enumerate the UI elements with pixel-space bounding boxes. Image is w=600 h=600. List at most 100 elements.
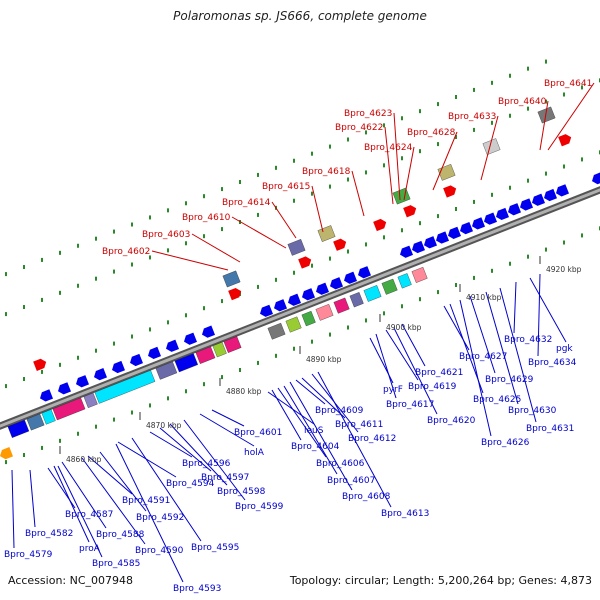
lower-gene-label: Bpro_4617	[386, 400, 434, 410]
gene-block	[83, 392, 98, 408]
gene-arrow	[316, 282, 329, 295]
gene-block	[195, 346, 216, 364]
lower-gene-label: Bpro_4596	[182, 459, 231, 469]
gene-arrow	[424, 236, 437, 249]
lower-gene-label: Bpro_4597	[201, 473, 249, 483]
gene-arrow	[448, 226, 461, 239]
gene-arrow	[228, 287, 242, 301]
gene-arrow	[443, 185, 457, 198]
lower-gene-labels: Bpro_4579 Bpro_4582 proA Bpro_4585 Bpro_4587…	[4, 335, 577, 594]
lower-gene-label: Bpro_4599	[235, 502, 284, 512]
gene-block	[482, 138, 501, 155]
gene-arrow	[94, 368, 107, 381]
lower-gene-label: Bpro_4593	[173, 584, 221, 594]
lower-gene-label: Bpro_4612	[348, 434, 396, 444]
lower-gene-label: Bpro_4627	[459, 352, 507, 362]
gene-block	[223, 336, 242, 353]
axis-ticks: 4860 kbp 4870 kbp 4880 kbp 4890 kbp 4900 kbp…	[59, 256, 582, 464]
gene-arrow	[148, 346, 161, 360]
gene-block	[174, 353, 199, 373]
gene-block	[315, 304, 334, 321]
upper-gene-label: Bpro_4618	[302, 167, 351, 177]
gene-block	[287, 239, 306, 256]
gene-arrow	[558, 134, 572, 147]
lower-gene-label: Bpro_4626	[481, 438, 530, 448]
lower-gene-label: Bpro_4632	[504, 335, 552, 345]
gene-block	[381, 278, 398, 295]
gene-arrow	[484, 212, 497, 225]
gene-arrow	[302, 288, 315, 301]
lower-gene-label: Bpro_4585	[92, 559, 140, 569]
dotted-guide-tracks	[5, 59, 600, 465]
gene-arrow	[288, 293, 301, 306]
lower-gene-label: Bpro_4606	[316, 459, 365, 469]
gene-block	[222, 270, 241, 288]
gene-arrow	[260, 304, 273, 317]
lower-leader-lines	[11, 273, 567, 583]
accession-text: Accession: NC_007948	[8, 574, 134, 587]
lower-gene-label: Bpro_4631	[526, 424, 574, 434]
upper-gene-label: Bpro_4640	[498, 97, 547, 107]
gene-arrow	[412, 240, 425, 254]
gene-arrow	[202, 325, 215, 338]
gene-block	[333, 297, 350, 314]
lower-gene-label: pgk	[556, 344, 573, 354]
gene-arrow	[330, 277, 343, 290]
upper-gene-label: Bpro_4614	[222, 198, 271, 208]
gene-block	[317, 225, 336, 242]
lower-gene-label: Bpro_4579	[4, 550, 53, 560]
lower-gene-label: Bpro_4629	[485, 375, 534, 385]
gene-features	[0, 106, 600, 460]
lower-gene-label: leuS	[304, 426, 324, 436]
lower-gene-label: Bpro_4582	[25, 529, 73, 539]
gene-arrow	[344, 271, 357, 284]
gene-block	[94, 370, 156, 404]
gene-block	[363, 285, 382, 302]
gene-arrow	[58, 382, 71, 395]
axis-tick-label: 4870 kbp	[146, 421, 182, 430]
gene-arrow	[166, 339, 179, 352]
lower-gene-label: Bpro_4620	[427, 416, 476, 426]
lower-gene-label: Bpro_4625	[473, 395, 521, 405]
gene-arrow	[544, 188, 557, 202]
gene-arrow	[33, 358, 47, 371]
lower-gene-label: Bpro_4634	[528, 358, 577, 368]
gene-arrow	[556, 184, 569, 197]
upper-gene-label: Bpro_4623	[344, 109, 392, 119]
gene-arrow	[403, 205, 417, 218]
upper-gene-label: Bpro_4633	[448, 112, 496, 122]
lower-gene-label: Bpro_4594	[166, 479, 215, 489]
upper-leader-lines	[151, 82, 595, 271]
gene-block	[212, 342, 227, 358]
gene-block	[397, 273, 412, 289]
gene-arrow	[274, 299, 287, 312]
gene-arrow	[333, 238, 347, 251]
gene-block	[26, 413, 45, 431]
gene-arrow	[358, 266, 371, 279]
gene-block	[537, 106, 556, 124]
axis-tick-label: 4900 kbp	[386, 323, 422, 332]
gene-arrow	[130, 353, 143, 367]
upper-gene-label: Bpro_4603	[142, 230, 190, 240]
lower-gene-label: Bpro_4630	[508, 406, 557, 416]
axis-tick-label: 4880 kbp	[226, 387, 262, 396]
lower-gene-label: Bpro_4598	[217, 487, 266, 497]
axis-tick-label: 4860 kbp	[66, 455, 102, 464]
lower-gene-label: Bpro_4607	[327, 476, 375, 486]
gene-arrow	[508, 203, 521, 216]
gene-block	[267, 322, 286, 340]
gene-block	[52, 397, 86, 421]
lower-gene-label: Bpro_4601	[234, 428, 282, 438]
gene-arrow	[373, 218, 387, 232]
upper-gene-label: Bpro_4622	[335, 123, 383, 133]
gene-block	[155, 361, 178, 380]
gene-arrow	[40, 389, 53, 402]
gene-arrow	[592, 172, 600, 185]
upper-gene-label: Bpro_4615	[262, 182, 310, 192]
axis-tick-label: 4890 kbp	[306, 355, 342, 364]
gene-arrow	[298, 256, 312, 269]
gene-block	[349, 292, 364, 308]
gene-arrow	[0, 447, 13, 460]
lower-gene-label: proA	[79, 544, 101, 554]
